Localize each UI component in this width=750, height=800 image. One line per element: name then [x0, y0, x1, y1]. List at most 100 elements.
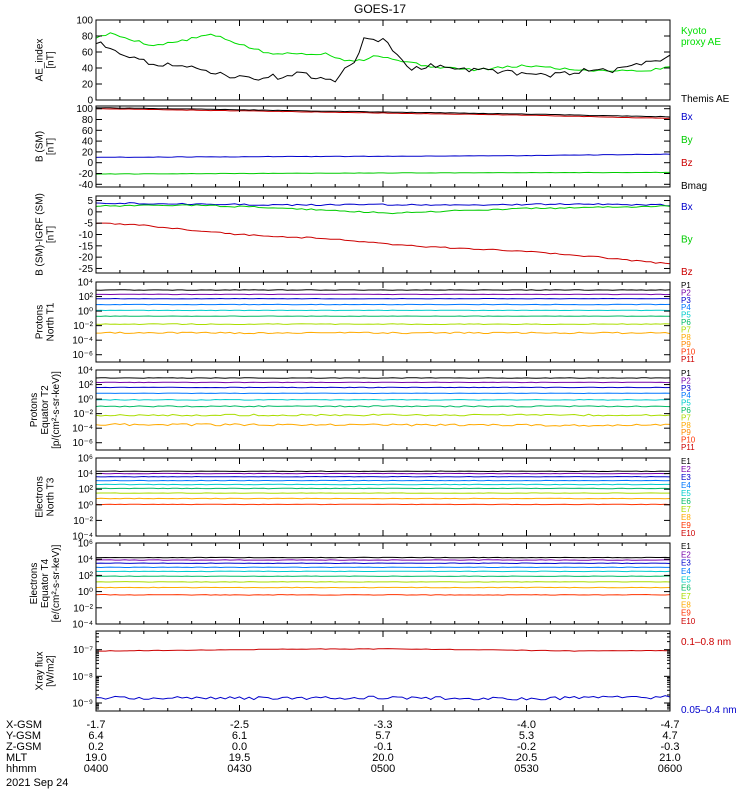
- legend-label: E4: [681, 481, 691, 490]
- panel-ylabel: Equator T4: [40, 558, 51, 608]
- ytick-label: 0: [87, 207, 93, 218]
- orbit-value: 5.3: [519, 730, 534, 742]
- series-line-e7: [96, 581, 670, 583]
- legend-label: Themis AE: [681, 94, 730, 105]
- ytick-label: 100: [76, 16, 93, 27]
- ytick-label: 10⁻⁸: [72, 672, 93, 683]
- legend-label: E1: [681, 457, 691, 466]
- legend-label: P1: [681, 369, 691, 378]
- ytick-label: 10⁻⁶: [72, 350, 93, 361]
- series-line-0-05-0-4-nm: [96, 695, 670, 701]
- series-line-p2: [96, 381, 670, 384]
- panel-ylabel: B (SM)-IGRF (SM): [35, 193, 46, 276]
- legend-label: Kyoto: [681, 26, 707, 37]
- series-line-e4: [96, 479, 670, 482]
- orbit-row-label: Z-GSM: [6, 741, 41, 753]
- series-line-by: [96, 204, 670, 215]
- panel-ylabel: [nT]: [46, 226, 57, 243]
- legend-label: By: [681, 235, 693, 246]
- panel-ylabel: [e/(cm²-s-sr-keV)]: [51, 544, 62, 622]
- legend-label: Bx: [681, 202, 693, 213]
- series-line-p8: [96, 423, 670, 427]
- ytick-label: 10⁻²: [73, 603, 93, 614]
- ytick-label: 10⁻⁶: [72, 438, 93, 449]
- series-line-bx: [96, 153, 670, 158]
- legend-label: P1: [681, 281, 691, 290]
- orbit-value: 4.7: [662, 730, 677, 742]
- legend-label: E9: [681, 609, 691, 618]
- panel-4: 10⁻⁶ 10⁻⁴ 10⁻² 10⁰ 10² 10⁴ Protons North T1 P1P2…: [35, 278, 696, 365]
- orbit-value: 0.2: [88, 741, 103, 753]
- legend-label: P6: [681, 318, 691, 327]
- ytick-label: 100: [76, 104, 93, 115]
- panel-5-series: [96, 377, 670, 427]
- legend-label: E2: [681, 550, 691, 559]
- series-line-e6: [96, 487, 670, 490]
- panel-ylabel: Protons: [29, 393, 40, 427]
- legend-label: E8: [681, 513, 691, 522]
- ytick-label: 0: [87, 158, 93, 169]
- ytick-label: 40: [82, 64, 94, 75]
- date-label: 2021 Sep 24: [6, 777, 68, 789]
- orbit-row-label: MLT: [6, 752, 27, 764]
- orbit-value: -4.7: [661, 719, 680, 731]
- legend-label: P11: [681, 355, 695, 364]
- series-line-e3: [96, 475, 670, 478]
- legend-label: P7: [681, 413, 691, 422]
- panel-ylabel: B (SM): [35, 131, 46, 162]
- ytick-label: 10⁴: [78, 366, 93, 377]
- orbit-value: 21.0: [659, 752, 680, 764]
- panel-7: 10⁻⁴ 10⁻² 10⁰ 10² 10⁴ 10⁶ Electrons Equator T4[…: [29, 539, 696, 631]
- orbit-value: 6.4: [88, 730, 103, 742]
- ytick-label: 10⁴: [78, 469, 93, 480]
- ytick-label: 80: [82, 115, 94, 126]
- legend-label: E5: [681, 575, 691, 584]
- panel-frame: [95, 105, 671, 188]
- legend-label: By: [681, 135, 693, 146]
- orbit-row-label: hhmm: [6, 763, 37, 775]
- series-line-p7: [96, 413, 670, 417]
- orbit-row-label: X-GSM: [6, 719, 42, 731]
- orbit-value: -0.2: [517, 741, 536, 753]
- series-line-by: [96, 171, 670, 175]
- series-line-kyoto-proxy-ae: [96, 32, 670, 72]
- panel-8: 10⁻⁹ 10⁻⁸ 10⁻⁷ Xray flux [W/m2] 0.1–0.8 nm 0.0…: [35, 630, 737, 716]
- orbit-value: 6.1: [232, 730, 247, 742]
- legend-label: E2: [681, 465, 691, 474]
- panel-ylabel: Xray flux: [35, 652, 46, 691]
- legend-label: P5: [681, 399, 691, 408]
- series-line-e9: [96, 593, 670, 596]
- orbit-value: -1.7: [87, 719, 106, 731]
- ytick-label: 60: [82, 48, 94, 59]
- orbit-value: 20.5: [516, 752, 537, 764]
- legend-label: Bmag: [681, 181, 707, 192]
- legend-label: P4: [681, 391, 691, 400]
- panel-ylabel: Electrons: [29, 563, 40, 605]
- ytick-label: 60: [82, 126, 94, 137]
- panel-ylabel: Electrons: [35, 476, 46, 518]
- legend-label: P2: [681, 376, 691, 385]
- legend-label: E3: [681, 473, 691, 482]
- orbit-value: 0530: [514, 763, 538, 775]
- ytick-label: 80: [82, 32, 94, 43]
- legend-label: P7: [681, 325, 691, 334]
- series-line-bx: [96, 202, 670, 207]
- orbit-value: -0.1: [374, 741, 393, 753]
- legend-label: Bz: [681, 267, 693, 278]
- ytick-label: 10⁶: [78, 539, 93, 550]
- legend-label: P9: [681, 428, 691, 437]
- ytick-label: 10²: [79, 571, 94, 582]
- panel-ylabel: Equator T2: [40, 385, 51, 435]
- ytick-label: 10⁻⁴: [72, 620, 93, 631]
- series-line-p2: [96, 293, 670, 296]
- legend-label: E4: [681, 567, 691, 576]
- panel-ylabel: North T3: [46, 477, 57, 516]
- series-line-e8: [96, 497, 670, 500]
- panel-3-series: [96, 202, 670, 265]
- ytick-label: 40: [82, 137, 94, 148]
